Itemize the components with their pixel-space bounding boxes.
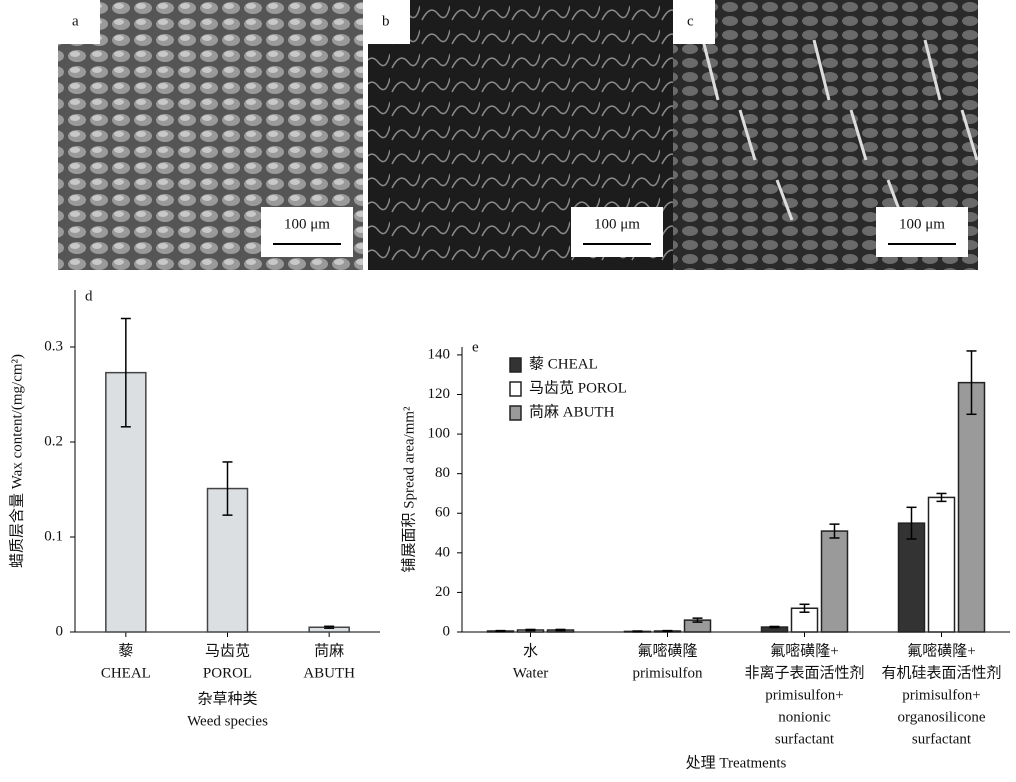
bar xyxy=(957,381,986,633)
legend-label: 藜 CHEAL xyxy=(529,355,598,372)
bar xyxy=(927,496,956,633)
x-tick-label: organosilicone xyxy=(897,709,985,725)
panel-label: d xyxy=(85,288,93,304)
scale-label: 100 μm xyxy=(899,216,945,232)
x-tick-label: surfactant xyxy=(912,731,972,747)
error-bar xyxy=(632,630,643,633)
x-tick-label: 氟嘧磺隆+ xyxy=(770,642,838,659)
x-tick-label: primisulfon+ xyxy=(902,687,980,703)
trichome xyxy=(812,39,831,101)
error-bar xyxy=(829,523,840,539)
trichome xyxy=(775,179,794,221)
x-tick-label: CHEAL xyxy=(101,665,151,681)
legend-swatch xyxy=(509,381,522,397)
error-bar xyxy=(966,350,977,416)
scale-box xyxy=(571,207,663,257)
error-bar xyxy=(324,625,335,629)
error-bar xyxy=(222,461,233,516)
x-tick-label: 水 xyxy=(523,642,538,659)
trichome xyxy=(923,39,942,101)
panel-label: c xyxy=(687,13,694,29)
panel-label: b xyxy=(382,13,390,29)
panel-label: a xyxy=(72,13,79,29)
x-tick-label: ABUTH xyxy=(303,665,355,681)
y-tick-label: 60 xyxy=(435,505,450,521)
y-tick-label: 0.3 xyxy=(44,338,63,354)
legend-label: 马齿苋 POROL xyxy=(529,379,627,396)
label-box xyxy=(368,0,410,44)
error-bar xyxy=(936,492,947,503)
error-bar xyxy=(525,628,536,632)
y-tick-label: 140 xyxy=(428,346,451,362)
panel-label: e xyxy=(472,339,479,355)
y-tick-label: 80 xyxy=(435,465,450,481)
x-tick-label: 氟嘧磺隆+ xyxy=(907,642,975,659)
scale-label: 100 μm xyxy=(284,216,330,232)
error-bar xyxy=(495,629,506,633)
legend-swatch xyxy=(509,405,522,421)
error-bar xyxy=(906,506,917,540)
x-tick-label: 非离子表面活性剂 xyxy=(744,664,864,681)
x-tick-label: surfactant xyxy=(775,731,835,747)
error-bar xyxy=(799,603,810,613)
x-axis-title: 处理 Treatments xyxy=(686,754,787,771)
label-box xyxy=(58,0,100,44)
y-tick-label: 0.2 xyxy=(44,433,63,449)
y-tick-label: 0 xyxy=(56,623,64,639)
y-tick-label: 0.1 xyxy=(44,528,63,544)
legend-swatch xyxy=(509,357,522,373)
error-bar xyxy=(662,629,673,633)
y-tick-label: 0 xyxy=(443,623,451,639)
trichome xyxy=(701,39,720,101)
x-tick-label: 藜 xyxy=(118,642,133,659)
scale-box xyxy=(261,207,353,257)
x-tick-label: 有机硅表面活性剂 xyxy=(881,664,1001,681)
error-bar xyxy=(555,628,566,632)
x-tick-label: primisulfon xyxy=(633,665,703,681)
x-tick-label: Water xyxy=(513,665,548,681)
bar xyxy=(897,522,926,633)
label-box xyxy=(673,0,715,44)
trichome xyxy=(849,109,868,161)
legend-label: 苘麻 ABUTH xyxy=(529,403,615,420)
error-bar xyxy=(120,317,131,428)
y-tick-label: 40 xyxy=(435,544,450,560)
scale-box xyxy=(876,207,968,257)
y-tick-label: 100 xyxy=(428,426,451,442)
x-tick-label: 马齿苋 xyxy=(205,642,250,659)
x-axis-title: Weed species xyxy=(187,713,268,729)
x-tick-label: primisulfon+ xyxy=(765,687,843,703)
scale-label: 100 μm xyxy=(594,216,640,232)
trichome xyxy=(738,109,757,161)
trichome xyxy=(960,109,979,161)
x-tick-label: POROL xyxy=(203,665,252,681)
y-tick-label: 120 xyxy=(428,386,451,402)
bar xyxy=(820,530,849,633)
error-bar xyxy=(769,625,780,629)
x-tick-label: 氟嘧磺隆 xyxy=(637,642,697,659)
x-tick-label: 苘麻 xyxy=(314,642,344,659)
error-bar xyxy=(692,617,703,623)
y-axis-title: 铺展面积 Spread area/mm² xyxy=(400,406,417,573)
x-tick-label: nonionic xyxy=(778,709,831,725)
y-tick-label: 20 xyxy=(435,584,450,600)
y-axis-title: 蜡质层含量 Wax content/(mg/cm²) xyxy=(8,354,25,568)
x-axis-title: 杂草种类 xyxy=(197,690,257,707)
